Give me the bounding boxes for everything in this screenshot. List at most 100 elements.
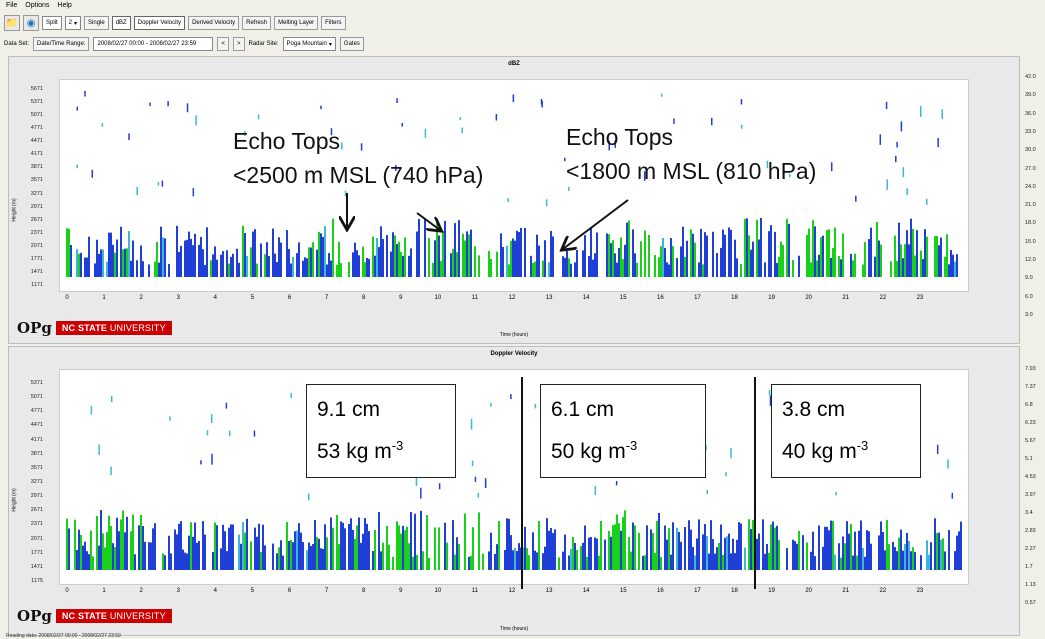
chevron-down-icon: ▾: [74, 20, 78, 27]
y-tick-label: 4771: [30, 408, 43, 415]
colorbar-ticks: 7.93 7.37 6.8 6.23 5.67 5.1 4.53 3.97 3.4 2.83 2.2…: [1025, 347, 1045, 637]
x-tick-label: 1: [102, 295, 106, 301]
ncsu-name: NC STATE: [61, 323, 108, 333]
colorbar-tick-label: 6.8: [1025, 402, 1033, 408]
x-tick-label: 16: [656, 295, 664, 301]
status-bar: Reading data: 2008/02/27 00:00 - 2008/02…: [6, 633, 121, 639]
menu-help[interactable]: Help: [57, 2, 72, 9]
split-select[interactable]: Split: [42, 16, 62, 30]
divider-line-18h: [754, 377, 756, 589]
y-tick-label: 3271: [30, 479, 43, 485]
dataset-label: Data Set:: [4, 41, 30, 47]
split-count-select[interactable]: 2 ▾: [64, 16, 82, 30]
ncsu-sub: UNIVERSITY: [109, 611, 166, 621]
y-tick-label: 2371: [30, 229, 43, 236]
x-tick-label: 20: [805, 588, 812, 594]
y-tick-label: 3571: [30, 464, 43, 471]
y-tick-label: 5071: [30, 394, 43, 401]
colorbar-tick-label: 1.7: [1025, 564, 1033, 570]
y-tick-label: 3871: [30, 164, 43, 171]
colorbar-tick-label: 2.83: [1025, 528, 1036, 534]
radar-echo-texture: [66, 90, 958, 277]
box2-line1: 6.1 cm: [551, 398, 615, 421]
radar-site-value: Poga Mountain: [286, 41, 327, 47]
info-box-1: 9.1 cm 53 kg m-3: [306, 384, 456, 478]
opg-logo-mark: OPg: [17, 607, 52, 625]
colorbar-tick-label: 33.0: [1025, 128, 1036, 135]
colorbar-tick-label: 0.57: [1025, 600, 1036, 606]
colorbar-tick-label: 24.0: [1025, 183, 1036, 190]
x-tick-label: 4: [213, 295, 217, 301]
x-tick-label: 3: [176, 588, 180, 594]
y-tick-label: 1771: [30, 549, 43, 556]
x-tick-label: 8: [361, 588, 366, 594]
y-tick-label: 2971: [30, 493, 43, 500]
y-tick-label: 1171: [31, 282, 43, 288]
filters-button[interactable]: Filters: [321, 16, 346, 30]
radar-site-select[interactable]: Poga Mountain ▾: [282, 37, 336, 51]
y-tick-label: 3871: [30, 450, 43, 457]
x-tick-label: 14: [582, 588, 590, 594]
x-tick-label: 14: [582, 295, 590, 301]
next-button[interactable]: >: [233, 37, 245, 51]
menu-file[interactable]: File: [6, 2, 18, 9]
y-tick-label: 2971: [30, 203, 43, 210]
y-tick-label: 2671: [30, 216, 43, 223]
x-tick-label: 12: [508, 588, 516, 594]
split-label: Split: [46, 20, 58, 26]
tab-doppler-velocity[interactable]: Doppler Velocity: [133, 16, 186, 30]
x-tick-label: 5: [250, 295, 255, 301]
x-tick-label: 15: [619, 588, 627, 594]
x-tick-label: 10: [434, 295, 442, 301]
ncsu-banner: NC STATE UNIVERSITY: [55, 609, 172, 623]
colorbar-tick-label: 7.93: [1025, 366, 1036, 372]
radar-echo-texture: [66, 384, 962, 570]
x-tick-label: 8: [361, 295, 366, 301]
x-tick-label: 9: [399, 295, 403, 301]
colorbar-tick-label: 30.0: [1025, 147, 1036, 154]
x-tick-label: 6: [287, 295, 292, 301]
toolbar: 📁 ◉ Split 2 ▾ Single dBZ Doppler Velocit…: [0, 13, 1045, 33]
menu-options[interactable]: Options: [25, 2, 50, 9]
refresh-button[interactable]: Refresh: [242, 16, 272, 30]
ncsu-logo: OPg NC STATE UNIVERSITY: [17, 319, 172, 337]
info-box-2: 6.1 cm 50 kg m-3: [540, 384, 706, 478]
x-tick-label: 21: [842, 588, 850, 594]
x-tick-label: 20: [805, 295, 812, 301]
box3-line1: 3.8 cm: [782, 398, 846, 421]
x-tick-label: 11: [471, 588, 479, 594]
datetime-range-button[interactable]: Date/Time Range:: [33, 37, 90, 51]
tab-dbz[interactable]: dBZ: [111, 16, 131, 30]
gates-button[interactable]: Gates: [339, 37, 364, 51]
ncsu-banner: NC STATE UNIVERSITY: [55, 321, 172, 335]
y-tick-label: 1471: [30, 268, 43, 275]
single-button[interactable]: Single: [84, 16, 109, 30]
dbz-plot-area[interactable]: [59, 79, 969, 292]
open-folder-icon[interactable]: 📁: [4, 15, 20, 31]
y-tick-label: 5371: [30, 380, 43, 386]
x-tick-label: 18: [731, 588, 738, 594]
ncsu-sub: UNIVERSITY: [109, 323, 166, 333]
x-tick-label: 19: [768, 295, 775, 301]
x-tick-label: 13: [545, 588, 553, 594]
colorbar-tick-label: 1.13: [1025, 582, 1036, 588]
x-tick-label: 9: [399, 588, 403, 594]
tab-derived-velocity[interactable]: Derived Velocity: [188, 16, 240, 30]
colorbar-tick-label: 6.23: [1025, 420, 1036, 426]
x-tick-label: 5: [250, 588, 255, 594]
colorbar-tick-label: 21.0: [1025, 202, 1036, 209]
refresh-globe-icon[interactable]: ◉: [23, 15, 39, 31]
colorbar-tick-label: 18.0: [1025, 220, 1036, 227]
colorbar-tick-label: 3.4: [1025, 510, 1033, 516]
y-axis-ticks: 5371 5071 4771 4471 4171 3871 3571 3271 2971 2671…: [9, 347, 43, 637]
x-tick-label: 7: [324, 295, 329, 301]
x-tick-label: 2: [139, 295, 143, 301]
colorbar-tick-label: 12.0: [1025, 257, 1036, 264]
y-axis-ticks: 5671 5371 5071 4771 4471 4171 3871 3571 3271 2971…: [9, 57, 43, 345]
prev-button[interactable]: <: [217, 37, 229, 51]
echo-tops-annotation-right: Echo Tops <1800 m MSL (810 hPa): [566, 120, 816, 188]
datetime-range-field[interactable]: 2008/02/27 00:00 - 2008/02/27 23:59: [93, 37, 214, 51]
melting-layer-button[interactable]: Melting Layer: [274, 16, 319, 30]
